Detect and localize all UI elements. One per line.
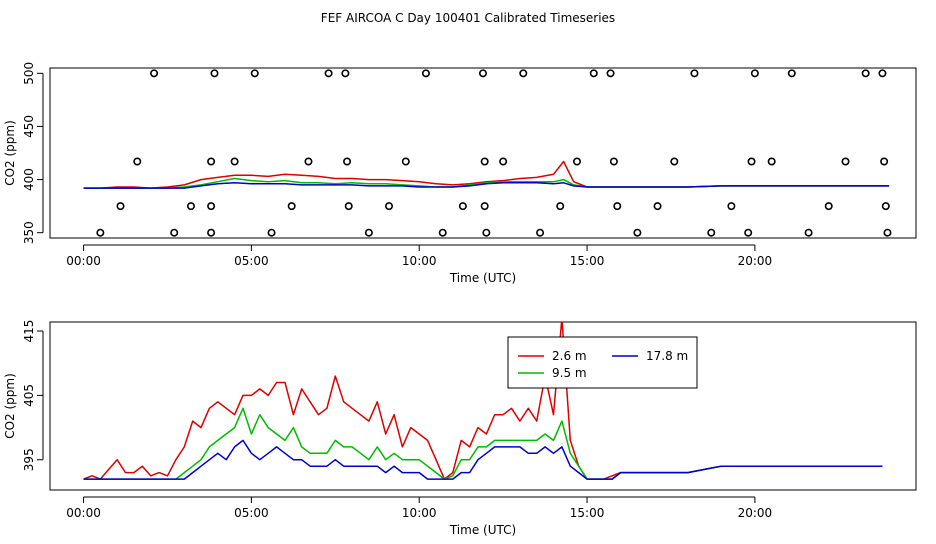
x-axis-label: Time (UTC) <box>449 271 516 285</box>
y-tick-label: 415 <box>22 320 36 343</box>
flag-marker <box>438 228 447 237</box>
flag-marker <box>170 228 179 237</box>
flag-marker <box>750 69 759 78</box>
x-tick-label: 10:00 <box>402 506 437 520</box>
x-tick-label: 05:00 <box>234 254 269 268</box>
flag-marker <box>250 69 259 78</box>
flag-marker <box>747 157 756 166</box>
flag-marker <box>878 69 887 78</box>
flag-marker <box>480 202 489 211</box>
legend-label: 17.8 m <box>646 349 688 363</box>
flag-marker <box>133 157 142 166</box>
flag-marker <box>324 69 333 78</box>
flag-marker <box>861 69 870 78</box>
y-axis-label: CO2 (ppm) <box>3 373 17 439</box>
flag-marker <box>670 157 679 166</box>
x-tick-label: 05:00 <box>234 506 269 520</box>
x-tick-label: 15:00 <box>570 506 605 520</box>
flag-marker <box>150 69 159 78</box>
y-tick-label: 395 <box>22 448 36 471</box>
flag-marker <box>385 202 394 211</box>
flag-marker <box>186 202 195 211</box>
flag-marker <box>287 202 296 211</box>
figure-title: FEF AIRCOA C Day 100401 Calibrated Times… <box>321 11 615 25</box>
y-tick-label: 500 <box>22 62 36 85</box>
plot-frame <box>49 67 917 239</box>
flag-marker <box>458 202 467 211</box>
flag-marker <box>499 157 508 166</box>
flag-marker <box>421 69 430 78</box>
flag-marker <box>341 69 350 78</box>
flag-marker <box>556 202 565 211</box>
flag-marker <box>304 157 313 166</box>
flag-marker <box>207 157 216 166</box>
flag-marker <box>343 157 352 166</box>
flag-marker <box>727 202 736 211</box>
flag-marker <box>519 69 528 78</box>
flag-marker <box>207 228 216 237</box>
flag-marker <box>536 228 545 237</box>
y-tick-label: 350 <box>22 221 36 244</box>
x-tick-label: 10:00 <box>402 254 437 268</box>
x-tick-label: 20:00 <box>738 506 773 520</box>
flag-marker <box>572 157 581 166</box>
flag-marker <box>707 228 716 237</box>
flag-marker <box>480 157 489 166</box>
flag-marker <box>210 69 219 78</box>
legend-label: 2.6 m <box>552 349 587 363</box>
flag-marker <box>881 202 890 211</box>
flag-marker <box>690 69 699 78</box>
flag-marker <box>116 202 125 211</box>
y-tick-label: 450 <box>22 115 36 138</box>
flag-marker <box>633 228 642 237</box>
x-axis-label: Time (UTC) <box>449 523 516 537</box>
flag-marker <box>482 228 491 237</box>
flag-marker <box>478 69 487 78</box>
series-line-17-8-m <box>83 182 890 189</box>
plot-frame <box>49 321 917 491</box>
x-tick-label: 00:00 <box>66 254 101 268</box>
y-tick-label: 405 <box>22 384 36 407</box>
flag-marker <box>787 69 796 78</box>
y-tick-label: 400 <box>22 168 36 191</box>
series-group <box>83 322 883 480</box>
flag-marker <box>344 202 353 211</box>
flag-marker <box>824 202 833 211</box>
flag-marker <box>744 228 753 237</box>
legend-label: 9.5 m <box>552 366 587 380</box>
y-axis-label: CO2 (ppm) <box>3 120 17 186</box>
flag-marker <box>613 202 622 211</box>
x-tick-label: 20:00 <box>738 254 773 268</box>
flag-marker <box>609 157 618 166</box>
overview-panel: 00:00 05:00 10:00 15:00 20:00 Time (UTC) 350 40… <box>3 62 917 285</box>
legend-box <box>507 336 698 389</box>
flag-marker <box>841 157 850 166</box>
flag-marker <box>804 228 813 237</box>
flag-marker <box>364 228 373 237</box>
flag-marker <box>267 228 276 237</box>
flag-marker <box>401 157 410 166</box>
series-line-17-8-m <box>83 439 883 480</box>
flag-marker <box>207 202 216 211</box>
flag-marker <box>653 202 662 211</box>
flag-marker <box>96 228 105 237</box>
flag-marker <box>606 69 615 78</box>
x-tick-label: 00:00 <box>66 506 101 520</box>
flag-marker <box>589 69 598 78</box>
flag-marker <box>767 157 776 166</box>
flag-marker <box>883 228 892 237</box>
series-group <box>83 160 890 189</box>
flag-marker <box>230 157 239 166</box>
x-tick-label: 15:00 <box>570 254 605 268</box>
detail-panel: 00:00 05:00 10:00 15:00 20:00 Time (UTC) 395 40… <box>3 320 917 537</box>
flag-marker <box>880 157 889 166</box>
